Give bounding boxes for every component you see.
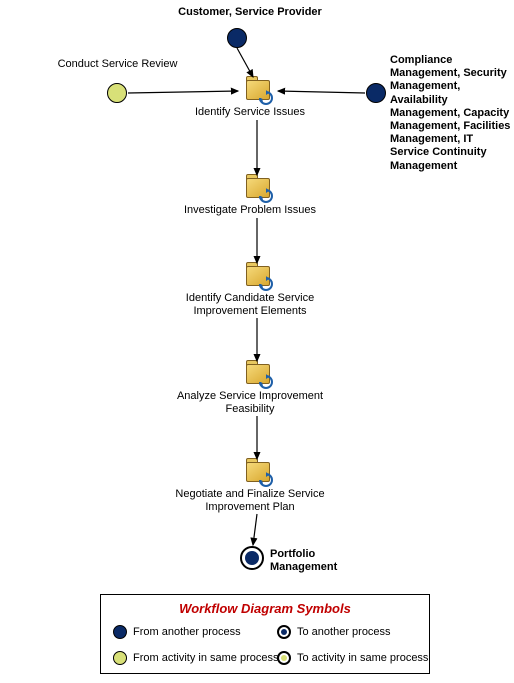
legend-item-label: From another process <box>133 626 241 638</box>
legend-title: Workflow Diagram Symbols <box>101 601 429 616</box>
legend-box: Workflow Diagram Symbols From another pr… <box>100 594 430 674</box>
legend-item-label: To another process <box>297 626 391 638</box>
legend-item-to-activity: To activity in same process <box>277 651 428 665</box>
legend-item-from-activity: From activity in same process <box>113 651 278 665</box>
legend-item-from-another: From another process <box>113 625 241 639</box>
workflow-canvas: Customer, Service Provider Conduct Servi… <box>0 0 514 683</box>
legend-item-to-another: To another process <box>277 625 391 639</box>
legend-item-label: From activity in same process <box>133 652 278 664</box>
edges-svg <box>0 0 514 683</box>
legend-item-label: To activity in same process <box>297 652 428 664</box>
